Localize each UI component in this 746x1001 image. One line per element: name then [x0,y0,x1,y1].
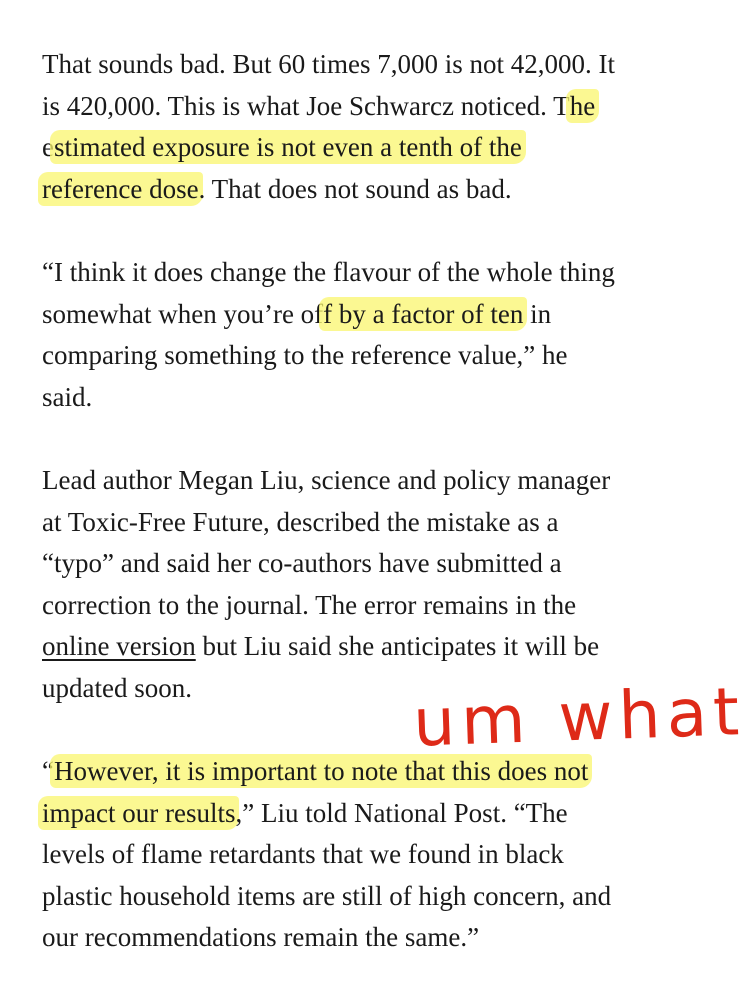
text-line: updated soon. [42,668,732,710]
text-line: impact our results,” Liu told National P… [38,793,732,835]
text-line: our recommendations remain the same.” [42,917,732,959]
text-segment: somewhat when you’re of [42,298,324,329]
text-segment: ,” Liu told National Post. “The [235,797,568,828]
text-line: “typo” and said her co-authors have subm… [42,543,732,585]
online-version-link[interactable]: online version [42,631,196,662]
text-line: reference dose. That does not sound as b… [38,169,732,211]
text-line: said. [42,377,732,419]
text-line: comparing something to the reference val… [42,335,732,377]
text-segment: in [523,298,552,329]
text-line: plastic household items are still of hig… [42,876,732,918]
text-line: correction to the journal. The error rem… [42,585,732,627]
text-line: at Toxic-Free Future, described the mist… [42,502,732,544]
text-segment: “I think it does change the flavour of t… [42,256,615,287]
text-segment: Lead author Megan Liu, science and polic… [42,464,611,495]
text-segment: our recommendations remain the same.” [42,922,480,953]
text-segment: e [42,132,54,163]
text-line: somewhat when you’re off by a factor of … [42,294,732,336]
highlighted-text: f by a factor of ten [319,296,528,331]
text-segment: correction to the journal. The error rem… [42,589,577,620]
text-segment: at Toxic-Free Future, described the mist… [42,506,559,537]
paragraph: Lead author Megan Liu, science and polic… [42,460,732,710]
highlighted-text: he [565,88,600,123]
text-line: That sounds bad. But 60 times 7,000 is n… [42,44,732,86]
text-segment: comparing something to the reference val… [42,340,568,371]
text-line: Lead author Megan Liu, science and polic… [42,460,732,502]
text-segment: “typo” and said her co-authors have subm… [42,548,562,579]
text-segment: “ [42,756,54,787]
text-segment: said. [42,381,93,412]
text-segment: updated soon. [42,672,192,703]
highlighted-text: However, it is important to note that th… [49,754,593,789]
text-line: online version but Liu said she anticipa… [42,626,732,668]
highlighted-text: stimated exposure is not even a tenth of… [49,130,526,165]
article-body: That sounds bad. But 60 times 7,000 is n… [38,44,732,1001]
text-segment: plastic household items are still of hig… [42,880,612,911]
text-segment: That sounds bad. But 60 times 7,000 is n… [42,49,615,79]
highlighted-text: impact our results [38,795,240,830]
text-line: “I think it does change the flavour of t… [42,252,732,294]
text-segment: is 420,000. This is what Joe Schwarcz no… [42,90,570,121]
paragraph: “I think it does change the flavour of t… [42,252,732,418]
text-line: is 420,000. This is what Joe Schwarcz no… [42,86,732,128]
highlighted-text: reference dose [38,171,203,206]
text-segment: but Liu said she anticipates it will be [195,631,600,662]
text-line: levels of flame retardants that we found… [42,834,732,876]
paragraph: “However, it is important to note that t… [38,751,732,959]
text-line: estimated exposure is not even a tenth o… [42,127,732,169]
text-segment: . That does not sound as bad. [198,173,512,204]
text-segment: levels of flame retardants that we found… [42,839,564,870]
paragraph: That sounds bad. But 60 times 7,000 is n… [38,44,732,211]
text-line: “However, it is important to note that t… [42,751,732,793]
